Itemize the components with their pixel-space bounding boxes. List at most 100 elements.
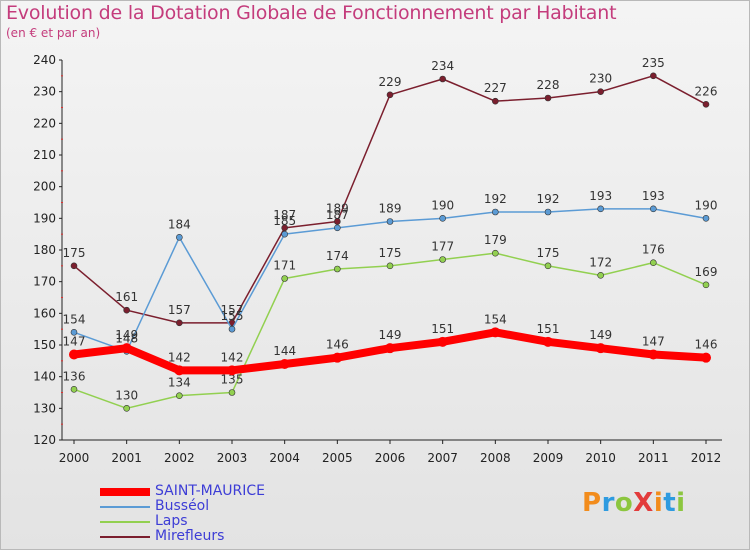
data-label: 185 [273, 214, 296, 228]
y-tick-label: 180 [33, 243, 56, 257]
data-label: 149 [115, 328, 138, 342]
x-tick-label: 2012 [691, 451, 722, 465]
data-label: 136 [63, 369, 86, 383]
data-label: 187 [326, 208, 349, 222]
legend-swatch [100, 536, 150, 538]
legend-label: Laps [155, 513, 188, 529]
data-label: 157 [168, 303, 191, 317]
data-point [595, 343, 606, 354]
data-label: 172 [589, 255, 612, 269]
data-label: 174 [326, 249, 349, 263]
data-label: 147 [642, 335, 665, 349]
legend-item-mirefleurs: Mirefleurs [100, 528, 360, 545]
x-tick-label: 2001 [111, 451, 142, 465]
x-tick-label: 2010 [585, 451, 616, 465]
data-point [439, 256, 446, 263]
data-point [334, 224, 341, 232]
data-point [386, 262, 394, 270]
data-label: 176 [642, 243, 665, 257]
data-point [123, 306, 130, 314]
data-label: 144 [273, 344, 296, 358]
logo-letter: P [582, 488, 602, 518]
data-label: 175 [537, 246, 560, 260]
y-tick-label: 200 [33, 180, 56, 194]
data-label: 157 [221, 303, 244, 317]
data-point [70, 262, 78, 270]
y-tick-label: 160 [33, 306, 56, 320]
y-tick-label: 120 [33, 433, 56, 447]
data-point [544, 262, 552, 270]
data-point [439, 75, 446, 83]
data-point [544, 208, 552, 216]
x-tick-label: 2005 [322, 451, 353, 465]
y-tick-label: 230 [33, 85, 56, 99]
legend-label: Mirefleurs [155, 528, 225, 544]
data-point [701, 352, 711, 363]
data-label: 227 [484, 81, 507, 95]
data-label: 177 [431, 240, 454, 254]
data-point [334, 265, 341, 273]
legend: SAINT-MAURICE Busséol Laps Mirefleurs [100, 483, 360, 545]
data-point [332, 352, 343, 363]
legend-swatch [100, 506, 150, 508]
data-label: 161 [115, 290, 138, 304]
data-point [176, 319, 183, 327]
proxiti-logo: ProXiti [582, 488, 686, 518]
data-point [490, 327, 501, 338]
data-point [650, 72, 657, 80]
data-point [70, 329, 78, 336]
data-label: 155 [221, 309, 244, 323]
y-tick-label: 170 [33, 275, 56, 289]
data-label: 149 [589, 328, 612, 342]
data-point [69, 349, 79, 360]
data-label: 192 [484, 192, 507, 206]
data-point [174, 365, 185, 376]
data-label: 142 [168, 350, 191, 364]
x-tick-label: 2007 [427, 451, 458, 465]
data-point [70, 386, 78, 393]
data-label: 130 [115, 388, 138, 402]
y-tick-label: 220 [33, 116, 56, 130]
logo-letter: i [676, 488, 686, 518]
data-point [650, 259, 657, 266]
data-label: 187 [273, 208, 296, 222]
data-label: 234 [431, 59, 454, 73]
data-point [227, 365, 237, 376]
data-label: 148 [115, 331, 138, 345]
logo-letter: i [653, 488, 664, 518]
logo-letter: t [663, 488, 677, 518]
x-tick-label: 2009 [533, 451, 564, 465]
data-label: 189 [379, 202, 402, 216]
data-point [176, 392, 183, 399]
data-label: 171 [273, 259, 296, 273]
data-label: 147 [63, 335, 86, 349]
data-point [437, 336, 448, 347]
data-label: 190 [431, 198, 454, 212]
legend-swatch [100, 521, 150, 523]
data-label: 179 [484, 233, 507, 247]
x-tick-label: 2002 [164, 451, 195, 465]
y-tick-label: 210 [33, 148, 56, 162]
logo-letter: o [614, 488, 634, 518]
y-tick-label: 190 [33, 211, 56, 225]
x-tick-label: 2006 [375, 451, 406, 465]
data-label: 190 [695, 198, 718, 212]
logo-letter: r [601, 488, 615, 518]
data-point [386, 91, 394, 99]
data-point [702, 281, 710, 289]
data-point [544, 94, 552, 102]
data-point [597, 205, 604, 213]
data-label: 228 [537, 78, 560, 92]
data-point [648, 349, 659, 360]
data-label: 134 [168, 376, 191, 390]
data-point [334, 218, 341, 225]
data-point [385, 343, 395, 354]
data-label: 154 [63, 312, 86, 326]
data-label: 169 [695, 265, 718, 279]
data-label: 193 [589, 189, 612, 203]
data-label: 175 [379, 246, 402, 260]
legend-item-busseol: Busséol [100, 498, 360, 515]
data-point [492, 208, 499, 216]
data-label: 149 [379, 328, 402, 342]
